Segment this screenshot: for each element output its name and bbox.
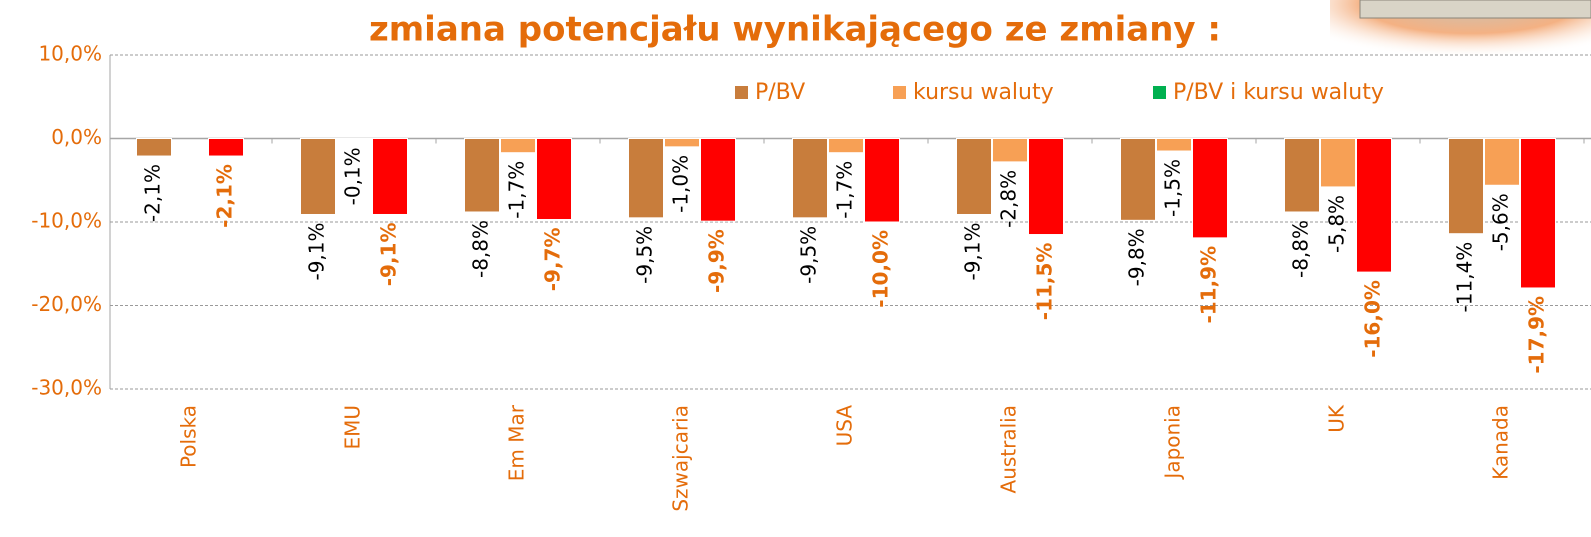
data-label: -16,0% xyxy=(1361,280,1385,358)
legend-swatch xyxy=(735,86,748,99)
bar xyxy=(209,139,244,157)
data-label: -2,1% xyxy=(141,164,165,222)
data-label: -9,5% xyxy=(633,226,657,284)
data-label: -5,8% xyxy=(1325,195,1349,253)
bar xyxy=(301,139,336,215)
data-label: -1,7% xyxy=(833,161,857,219)
bar xyxy=(865,139,900,223)
bar xyxy=(1029,139,1064,235)
x-tick-label: EMU xyxy=(341,405,365,450)
bar xyxy=(537,139,572,220)
chart-title: zmiana potencjału wynikającego ze zmiany… xyxy=(369,10,1221,50)
bar xyxy=(957,139,992,215)
data-label: -8,8% xyxy=(469,220,493,278)
bar xyxy=(1285,139,1320,212)
legend-label: kursu waluty xyxy=(913,80,1054,105)
bar xyxy=(1449,139,1484,234)
data-label: -17,9% xyxy=(1525,296,1549,374)
bar xyxy=(829,139,864,153)
data-label: -9,8% xyxy=(1125,228,1149,286)
data-label: -9,9% xyxy=(705,229,729,293)
legend-label: P/BV i kursu waluty xyxy=(1173,80,1384,105)
data-label: -1,0% xyxy=(669,155,693,213)
bar xyxy=(993,139,1028,162)
bar xyxy=(1157,139,1192,152)
data-label: -9,1% xyxy=(961,222,985,280)
bar xyxy=(137,139,172,157)
chart: zmiana potencjału wynikającego ze zmiany… xyxy=(0,0,1591,537)
data-label: -11,5% xyxy=(1033,243,1057,321)
y-tick-label: 0,0% xyxy=(51,125,102,149)
data-label: -11,4% xyxy=(1453,242,1477,313)
y-tick-label: -10,0% xyxy=(31,209,102,233)
bar xyxy=(373,139,408,215)
y-tick-label: -20,0% xyxy=(31,292,102,316)
data-label: -2,8% xyxy=(997,170,1021,228)
legend-swatch xyxy=(893,86,906,99)
bar xyxy=(665,139,700,147)
data-label: -1,7% xyxy=(505,161,529,219)
data-label: -5,6% xyxy=(1489,193,1513,251)
bar xyxy=(337,139,372,140)
bar xyxy=(1357,139,1392,273)
bar xyxy=(1485,139,1520,186)
bar xyxy=(1193,139,1228,238)
data-label: -9,5% xyxy=(797,226,821,284)
bar xyxy=(465,139,500,212)
x-tick-label: Kanada xyxy=(1489,405,1513,480)
bar xyxy=(501,139,536,153)
legend-label: P/BV xyxy=(755,80,805,105)
x-tick-label: Australia xyxy=(997,405,1021,493)
x-tick-label: Polska xyxy=(177,405,201,468)
bar xyxy=(1521,139,1556,288)
bar xyxy=(629,139,664,218)
bar xyxy=(701,139,736,222)
x-tick-label: UK xyxy=(1325,404,1349,433)
data-label: -10,0% xyxy=(869,230,893,308)
data-label: -9,7% xyxy=(541,227,565,291)
x-tick-label: USA xyxy=(833,405,857,447)
data-label: -11,9% xyxy=(1197,246,1221,324)
x-tick-label: Em Mar xyxy=(505,404,529,481)
data-label: -9,1% xyxy=(305,222,329,280)
bar xyxy=(1321,139,1356,187)
bar xyxy=(793,139,828,218)
y-tick-label: 10,0% xyxy=(38,42,102,66)
legend-swatch xyxy=(1153,86,1166,99)
x-tick-label: Japonia xyxy=(1161,405,1185,481)
decoration-image xyxy=(1360,0,1591,18)
data-label: -2,1% xyxy=(213,164,237,228)
data-label: -8,8% xyxy=(1289,220,1313,278)
data-label: -0,1% xyxy=(341,147,365,205)
data-label: -9,1% xyxy=(377,222,401,286)
x-tick-label: Szwajcaria xyxy=(669,405,693,512)
y-tick-label: -30,0% xyxy=(31,376,102,400)
data-label: -1,5% xyxy=(1161,159,1185,217)
bar xyxy=(1121,139,1156,221)
